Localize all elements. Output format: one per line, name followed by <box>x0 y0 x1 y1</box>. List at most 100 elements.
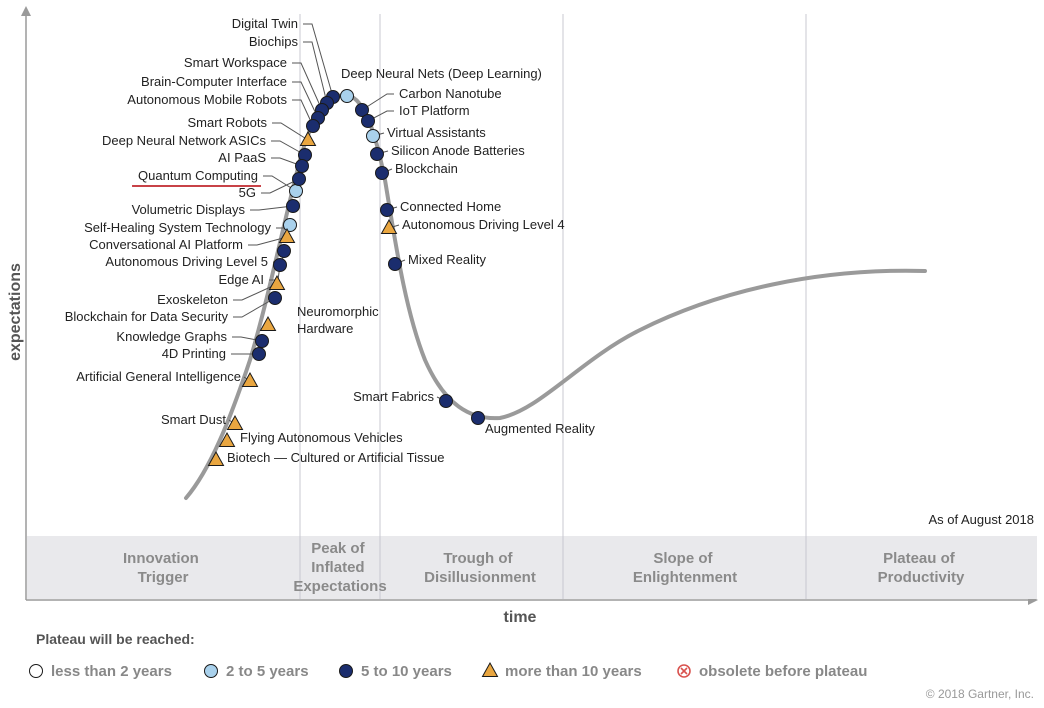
point-label-smart-robots: Smart Robots <box>188 115 268 130</box>
leader-line-deep-neural-network-asics <box>271 140 306 156</box>
marker-edge-ai <box>273 258 287 272</box>
point-label-exoskeleton: Exoskeleton <box>157 292 228 307</box>
point-markers <box>207 89 485 466</box>
point-label-augmented-reality: Augmented Reality <box>485 421 595 436</box>
marker-biotech-cultured-or-artificial-tissue <box>207 450 225 466</box>
leader-line-autonomous-mobile-robots <box>292 99 314 127</box>
legend-label-2to5: 2 to 5 years <box>226 663 309 680</box>
point-label-carbon-nanotube: Carbon Nanotube <box>399 86 502 101</box>
marker-conversational-ai-platform <box>278 227 296 243</box>
point-label-neuromorphic-hardware: Neuromorphic Hardware <box>297 304 379 336</box>
marker-ai-paas <box>295 159 309 173</box>
point-label-blockchain-for-data-security: Blockchain for Data Security <box>65 309 229 324</box>
legend-marker-obsolete <box>677 664 691 678</box>
point-label-smart-workspace: Smart Workspace <box>184 55 287 70</box>
point-label-silicon-anode-batteries: Silicon Anode Batteries <box>391 143 525 158</box>
leader-line-digital-twin <box>303 23 334 98</box>
legend-label-obsolete: obsolete before plateau <box>699 663 867 680</box>
point-label-biochips: Biochips <box>249 34 299 49</box>
phase-line: Innovation <box>123 550 199 567</box>
legend-marker-lt2 <box>29 664 43 678</box>
marker-autonomous-driving-level-4 <box>380 218 398 234</box>
point-label-smart-dust: Smart Dust <box>161 412 226 427</box>
phase-line: Productivity <box>878 569 965 586</box>
phase-line: Peak of <box>311 540 365 557</box>
marker-neuromorphic-hardware <box>259 315 277 331</box>
marker-blockchain-for-data-security <box>268 291 282 305</box>
phase-line: Plateau of <box>883 550 956 567</box>
marker-5g <box>292 172 306 186</box>
legend-marker-gt10 <box>481 661 499 677</box>
leader-line-smart-robots <box>272 122 309 141</box>
phase-label-plateau: Plateau of Productivity <box>878 550 965 586</box>
phase-label-innovation-trigger: Innovation Trigger <box>123 550 203 586</box>
marker-quantum-computing <box>289 184 303 198</box>
marker-iot-platform <box>361 114 375 128</box>
leader-line-knowledge-graphs <box>232 336 263 342</box>
as-of-label: As of August 2018 <box>928 512 1034 527</box>
marker-silicon-anode-batteries <box>370 147 384 161</box>
y-axis-label: expectations <box>7 263 24 361</box>
marker-volumetric-displays <box>286 199 300 213</box>
legend: less than 2 years 2 to 5 years 5 to 10 yea… <box>29 661 867 680</box>
label-line: Neuromorphic <box>297 304 379 319</box>
point-label-biotech-cultured-or-artificial-tissue: Biotech — Cultured or Artificial Tissue <box>227 450 444 465</box>
phase-label-slope: Slope of Enlightenment <box>633 550 737 586</box>
point-label-ai-paas: AI PaaS <box>218 150 266 165</box>
point-label-iot-platform: IoT Platform <box>399 103 470 118</box>
phase-label-trough: Trough of Disillusionment <box>424 550 536 586</box>
leader-line-conversational-ai-platform <box>248 236 288 246</box>
marker-carbon-nanotube <box>355 103 369 117</box>
point-label-mixed-reality: Mixed Reality <box>408 252 487 267</box>
leader-line-exoskeleton <box>233 283 278 301</box>
phase-line: Slope of <box>653 550 713 567</box>
point-labels: Digital Twin Biochips Smart Workspace Brain… <box>65 16 596 465</box>
point-label-quantum-computing: Quantum Computing <box>138 168 258 183</box>
marker-connected-home <box>380 203 394 217</box>
marker-4d-printing <box>252 347 266 361</box>
legend-marker-2to5 <box>204 664 218 678</box>
phase-line: Enlightenment <box>633 569 737 586</box>
legend-label-lt2: less than 2 years <box>51 663 172 680</box>
point-label-deep-neural-network-asics: Deep Neural Network ASICs <box>102 133 267 148</box>
marker-autonomous-mobile-robots <box>306 119 320 133</box>
copyright: © 2018 Gartner, Inc. <box>926 687 1034 701</box>
marker-deep-neural-nets-deep-learning <box>340 89 354 103</box>
point-label-digital-twin: Digital Twin <box>232 16 298 31</box>
legend-label-gt10: more than 10 years <box>505 663 642 680</box>
point-label-knowledge-graphs: Knowledge Graphs <box>116 329 227 344</box>
phase-band <box>27 536 1037 599</box>
point-label-virtual-assistants: Virtual Assistants <box>387 125 486 140</box>
marker-virtual-assistants <box>366 129 380 143</box>
marker-autonomous-driving-level-5 <box>277 244 291 258</box>
leader-line-5g <box>261 178 300 194</box>
point-label-volumetric-displays: Volumetric Displays <box>132 202 246 217</box>
point-label-connected-home: Connected Home <box>400 199 501 214</box>
point-label-brain-computer-interface: Brain-Computer Interface <box>141 74 287 89</box>
marker-exoskeleton <box>268 274 286 290</box>
leader-line-biochips <box>303 41 328 104</box>
marker-smart-fabrics <box>439 394 453 408</box>
leader-line-blockchain-for-data-security <box>233 297 276 318</box>
x-axis-label: time <box>504 609 537 626</box>
marker-mixed-reality <box>388 257 402 271</box>
marker-artificial-general-intelligence <box>241 371 259 387</box>
legend-label-5to10: 5 to 10 years <box>361 663 452 680</box>
leader-line-volumetric-displays <box>250 205 294 211</box>
marker-smart-robots <box>299 130 317 146</box>
phase-line: Trigger <box>138 569 189 586</box>
point-label-conversational-ai-platform: Conversational AI Platform <box>89 237 243 252</box>
leader-line-iot-platform <box>367 110 394 122</box>
marker-augmented-reality <box>471 411 485 425</box>
point-label-autonomous-mobile-robots: Autonomous Mobile Robots <box>127 92 287 107</box>
leader-line-brain-computer-interface <box>292 81 319 119</box>
phase-line: Expectations <box>293 578 386 595</box>
leader-line-quantum-computing <box>263 175 297 192</box>
hype-curve <box>184 92 927 500</box>
point-label-4d-printing: 4D Printing <box>162 346 226 361</box>
marker-knowledge-graphs <box>255 334 269 348</box>
point-label-5g: 5G <box>239 185 256 200</box>
point-label-edge-ai: Edge AI <box>218 272 264 287</box>
point-label-autonomous-driving-level-4: Autonomous Driving Level 4 <box>402 217 565 232</box>
